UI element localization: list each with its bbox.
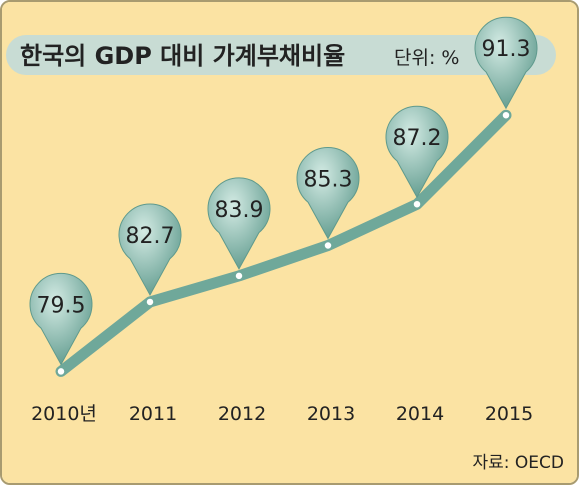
x-tick-label: 2011 [129, 403, 177, 425]
x-tick-label: 2015 [485, 403, 533, 425]
title-bar [6, 35, 556, 75]
source-label: 자료: OECD [473, 453, 565, 473]
data-label: 85.3 [304, 167, 353, 192]
chart-title: 한국의 GDP 대비 가계부채비율 [20, 42, 345, 70]
x-tick-layer: 2010년 2011 2012 2013 2014 2015 [31, 403, 533, 425]
data-label: 82.7 [126, 224, 175, 249]
value-pin [29, 273, 93, 366]
data-point-marker [412, 199, 422, 209]
data-point-marker [501, 110, 511, 120]
x-tick-label: 2012 [218, 403, 266, 425]
value-pin [385, 105, 449, 199]
data-label: 91.3 [482, 37, 531, 62]
marker-layer [56, 110, 511, 377]
value-label-layer: 79.5 82.7 83.9 85.3 87.2 91.3 [29, 16, 538, 366]
x-tick-label: 2014 [396, 403, 444, 425]
series-line [55, 109, 512, 377]
data-point-marker [234, 271, 244, 281]
data-point-marker [56, 366, 66, 377]
value-pin [118, 203, 182, 296]
data-label: 87.2 [393, 126, 442, 151]
value-pin [474, 16, 538, 110]
value-pin [207, 177, 271, 270]
data-point-marker [323, 240, 333, 251]
x-tick-label: 2013 [307, 403, 355, 425]
unit-label: 단위: % [394, 47, 459, 69]
data-label: 79.5 [37, 293, 86, 318]
data-point-marker [145, 297, 155, 307]
value-pin [296, 147, 360, 240]
series-line-layer [55, 109, 512, 377]
x-tick-label: 2010년 [31, 403, 97, 425]
data-label: 83.9 [215, 198, 264, 223]
